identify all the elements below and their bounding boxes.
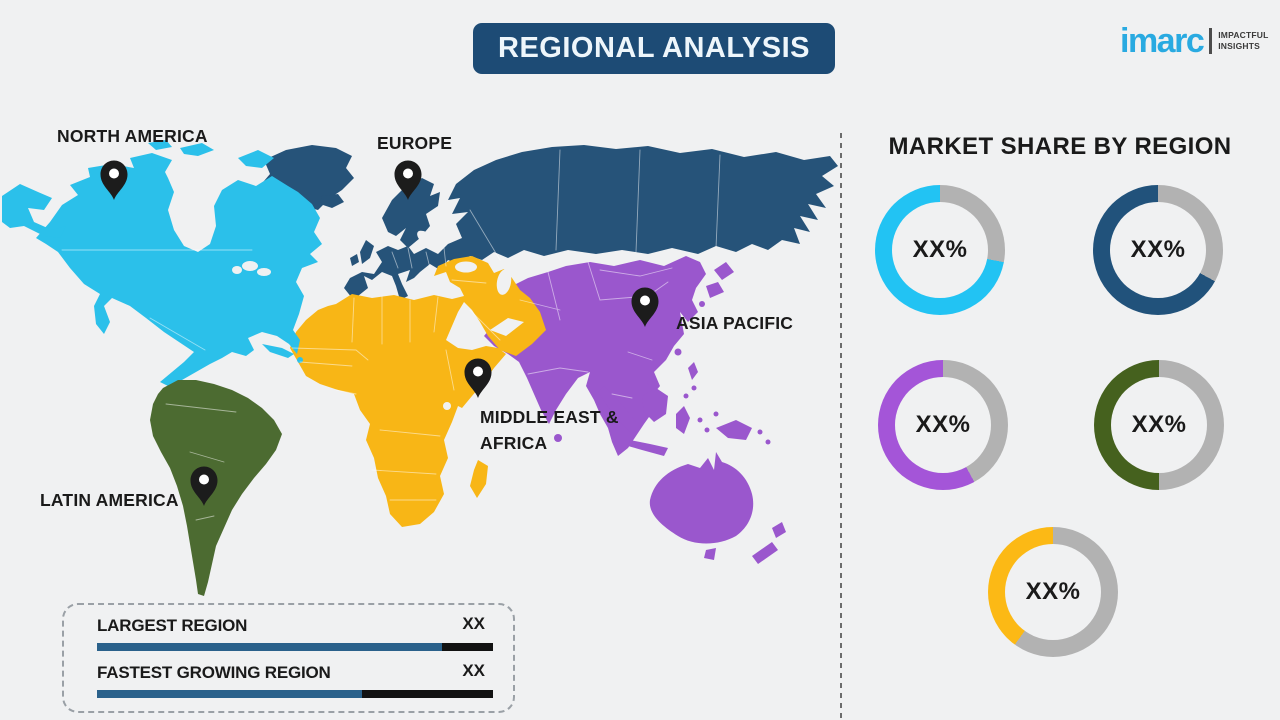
region-label-middle-east-africa-line1: MIDDLE EAST & — [480, 407, 619, 427]
donut-chart-north-america: XX% — [875, 185, 1005, 315]
region-north-america — [2, 140, 322, 386]
donut-value-label: XX% — [1130, 236, 1186, 263]
donut-value-middle-east-africa: XX% — [1005, 544, 1101, 640]
region-label-north-america: NORTH AMERICA — [57, 126, 208, 146]
legend-bar-fill — [97, 690, 363, 698]
donut-value-asia-pacific: XX% — [895, 377, 991, 473]
dashed-divider — [840, 133, 842, 719]
legend-bar-fill — [97, 643, 442, 651]
logo-divider-bar — [1209, 28, 1213, 54]
donut-value-label: XX% — [912, 236, 968, 263]
world-map — [2, 140, 838, 596]
legend-label-largest-region: LARGEST REGION — [97, 616, 248, 635]
legend-bar-largest-region — [97, 643, 493, 651]
donut-chart-europe: XX% — [1093, 185, 1223, 315]
logo-tagline: IMPACTFUL INSIGHTS — [1218, 30, 1268, 52]
water-bodies — [232, 230, 524, 410]
asia-pacific-pin-icon — [631, 287, 659, 327]
donut-chart-latin-america: XX% — [1094, 360, 1224, 490]
middle-east-africa-pin-icon — [464, 358, 492, 398]
logo-tagline-line2: INSIGHTS — [1218, 41, 1260, 51]
region-middle-east-africa — [290, 256, 546, 527]
legend-box: LARGEST REGION XX FASTEST GROWING REGION… — [62, 603, 515, 713]
region-europe — [258, 145, 838, 300]
legend-bar-fastest-growing-region — [97, 690, 493, 698]
donut-value-latin-america: XX% — [1111, 377, 1207, 473]
region-label-latin-america: LATIN AMERICA — [40, 490, 179, 510]
latin-america-pin-icon — [190, 466, 218, 506]
region-latin-america — [150, 380, 282, 596]
imarc-logo-wordmark: imarc — [1120, 22, 1205, 60]
legend-value-largest-region: XX — [462, 614, 485, 633]
region-label-middle-east-africa-line2: AFRICA — [480, 433, 548, 453]
legend-label-fastest-growing-region: FASTEST GROWING REGION — [97, 663, 331, 682]
europe-pin-icon — [394, 160, 422, 200]
donut-value-label: XX% — [1025, 578, 1081, 605]
imarc-logo: imarc IMPACTFUL INSIGHTS — [1120, 24, 1269, 58]
country-border-lines — [61, 149, 721, 521]
donut-value-label: XX% — [915, 411, 971, 438]
panel-title: MARKET SHARE BY REGION — [888, 133, 1232, 160]
donut-value-label: XX% — [1131, 411, 1187, 438]
region-label-asia-pacific: ASIA PACIFIC — [676, 313, 794, 333]
region-label-europe: EUROPE — [377, 133, 453, 153]
page-title: REGIONAL ANALYSIS — [498, 32, 810, 64]
legend-value-fastest-growing-region: XX — [462, 661, 485, 680]
page-title-banner: REGIONAL ANALYSIS — [473, 23, 835, 74]
logo-tagline-line1: IMPACTFUL — [1218, 29, 1269, 40]
donut-chart-asia-pacific: XX% — [878, 360, 1008, 490]
donut-value-europe: XX% — [1110, 202, 1206, 298]
donut-chart-middle-east-africa: XX% — [988, 527, 1118, 657]
donut-value-north-america: XX% — [892, 202, 988, 298]
north-america-pin-icon — [100, 160, 128, 200]
